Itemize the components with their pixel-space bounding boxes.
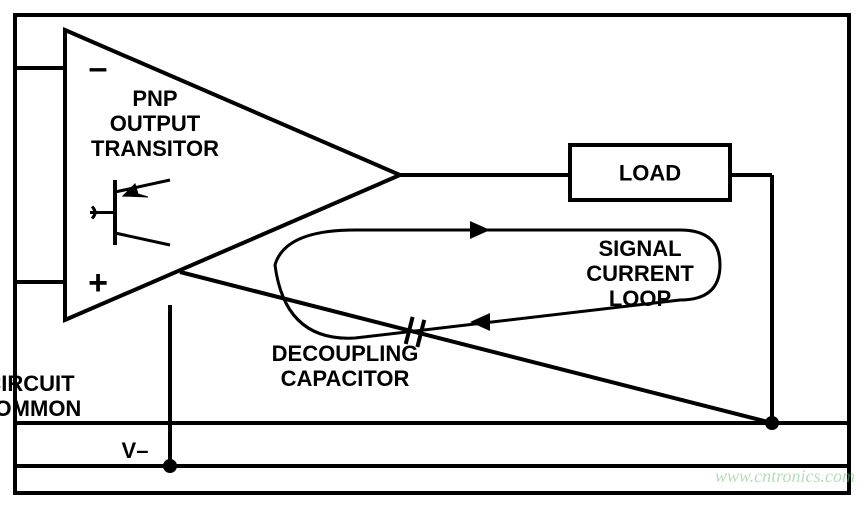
pnp-label-line1: PNP bbox=[132, 86, 177, 111]
amplifier-triangle bbox=[65, 30, 400, 320]
pnp-label-line2: OUTPUT bbox=[110, 111, 201, 136]
decoupling-label-2: CAPACITOR bbox=[281, 366, 410, 391]
signal-label-1: SIGNAL bbox=[598, 236, 681, 261]
loop-arrow-bot bbox=[470, 313, 490, 331]
minus-sign: – bbox=[89, 49, 108, 87]
circuit-diagram: – + PNP OUTPUT TRANSITOR LOAD SIGNAL CUR… bbox=[0, 0, 864, 508]
loop-arrow-top bbox=[470, 221, 490, 239]
signal-label-2: CURRENT bbox=[586, 261, 694, 286]
plus-sign: + bbox=[88, 264, 108, 302]
wire-decoupling-cap bbox=[180, 272, 772, 423]
decoupling-label-1: DECOUPLING bbox=[272, 341, 419, 366]
signal-label-3: LOOP bbox=[609, 286, 671, 311]
watermark: www.cntronics.com bbox=[715, 466, 855, 486]
common-label-2: COMMON bbox=[0, 396, 81, 421]
pnp-transistor-icon bbox=[90, 180, 170, 245]
vminus-label: V– bbox=[122, 438, 149, 463]
pnp-label-line3: TRANSITOR bbox=[91, 136, 219, 161]
load-label: LOAD bbox=[619, 160, 681, 185]
common-label-1: CIRCUIT bbox=[0, 371, 75, 396]
